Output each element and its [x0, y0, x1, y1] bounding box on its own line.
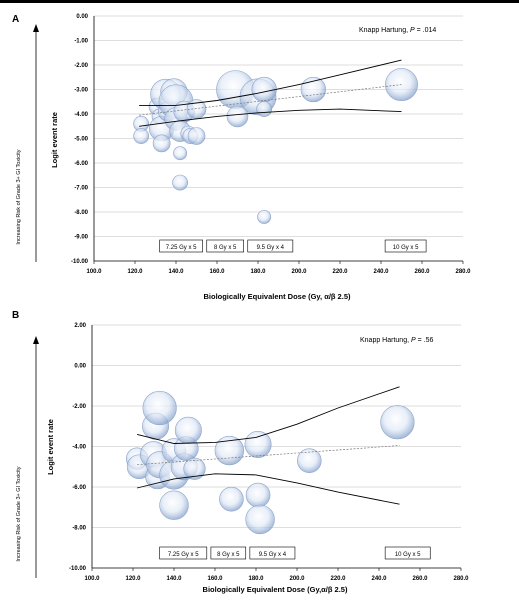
x-tick-label: 160.0 — [209, 269, 225, 275]
y-tick-label: -2.00 — [72, 404, 86, 410]
y-tick-label: -8.00 — [74, 210, 88, 216]
panel-b-risk-arrowhead — [33, 336, 39, 344]
panel-a-y-axis-label: Logit event rate — [50, 112, 59, 168]
x-tick-label: 280.0 — [455, 269, 471, 275]
study-bubble — [381, 405, 415, 439]
study-bubble — [175, 417, 201, 443]
x-tick-label: 240.0 — [371, 576, 387, 582]
x-tick-label: 180.0 — [248, 576, 264, 582]
panel-a-x-axis-label: Biologically Equivalent Dose (Gy, α/β 2.… — [203, 292, 351, 301]
x-tick-label: 220.0 — [330, 576, 346, 582]
x-tick-label: 200.0 — [291, 269, 307, 275]
y-tick-label: -2.00 — [74, 63, 88, 69]
x-tick-label: 220.0 — [332, 269, 348, 275]
x-tick-label: 140.0 — [166, 576, 182, 582]
study-bubble — [160, 491, 189, 520]
panel-a-risk-arrowhead — [33, 24, 39, 32]
y-tick-label: -5.00 — [74, 137, 88, 143]
y-tick-label: -10.00 — [71, 259, 89, 265]
dose-label: 9.5 Gy x 4 — [259, 552, 287, 558]
dose-label: 9.5 Gy x 4 — [257, 245, 285, 251]
panel-a-annotation: Knapp Hartung, P = .014 — [359, 27, 436, 34]
x-tick-label: 240.0 — [373, 269, 389, 275]
panel-b: B Logit event rate Biologically Equivale… — [12, 310, 469, 594]
y-tick-label: -1.00 — [74, 39, 88, 45]
study-bubble — [153, 135, 170, 152]
x-tick-label: 280.0 — [453, 576, 469, 582]
y-tick-label: -10.00 — [69, 566, 87, 572]
y-tick-label: -4.00 — [72, 445, 86, 451]
study-bubble — [188, 128, 205, 145]
study-bubble — [252, 77, 277, 102]
y-tick-label: -8.00 — [72, 526, 86, 532]
dose-label: 7.25 Gy x 5 — [168, 552, 199, 558]
panel-b-letter: B — [12, 310, 19, 321]
study-bubble — [246, 505, 275, 534]
dose-label: 7.25 Gy x 5 — [166, 245, 197, 251]
study-bubble — [246, 483, 270, 507]
x-tick-label: 100.0 — [84, 576, 100, 582]
y-tick-label: -9.00 — [74, 235, 88, 241]
study-bubble — [219, 487, 243, 511]
x-tick-label: 160.0 — [207, 576, 223, 582]
study-bubble — [134, 128, 149, 143]
x-tick-label: 180.0 — [250, 269, 266, 275]
x-tick-label: 260.0 — [412, 576, 428, 582]
x-tick-label: 260.0 — [414, 269, 430, 275]
y-tick-label: 0.00 — [74, 364, 86, 370]
y-tick-label: -7.00 — [74, 186, 88, 192]
panel-b-y-axis-label: Logit event rate — [46, 419, 55, 475]
x-tick-label: 120.0 — [125, 576, 141, 582]
study-bubble — [258, 210, 271, 223]
study-bubble — [143, 391, 177, 425]
panel-a-risk-label: Increasing Risk of Grade 3+ GI Toxicity — [16, 149, 22, 244]
panel-b-x-axis-label: Biologically Equivalent Dose (Gy,α/β 2.5… — [203, 585, 348, 594]
panel-b-risk-label: Increasing Risk of Grade 3+ GI Toxicity — [16, 466, 22, 561]
panel-b-annotation: Knapp Hartung, P = .56 — [360, 337, 433, 344]
dose-label: 8 Gy x 5 — [214, 245, 237, 251]
dose-label: 10 Gy x 5 — [395, 552, 421, 558]
panel-a-letter: A — [12, 14, 19, 25]
study-bubble — [173, 147, 186, 160]
study-bubble — [173, 175, 188, 190]
y-tick-label: 2.00 — [74, 323, 86, 329]
study-bubble — [257, 102, 272, 117]
panel-a: A Logit event rate Biologically Equivale… — [12, 14, 471, 301]
y-tick-label: -6.00 — [74, 161, 88, 167]
x-tick-label: 200.0 — [289, 576, 305, 582]
y-tick-label: -4.00 — [74, 112, 88, 118]
y-tick-label: -3.00 — [74, 88, 88, 94]
x-tick-label: 100.0 — [86, 269, 102, 275]
study-bubble — [245, 431, 271, 457]
y-tick-label: -6.00 — [72, 485, 86, 491]
x-tick-label: 140.0 — [168, 269, 184, 275]
dose-label: 8 Gy x 5 — [217, 552, 240, 558]
x-tick-label: 120.0 — [127, 269, 143, 275]
dose-label: 10 Gy x 5 — [393, 245, 419, 251]
y-tick-label: 0.00 — [76, 14, 88, 20]
